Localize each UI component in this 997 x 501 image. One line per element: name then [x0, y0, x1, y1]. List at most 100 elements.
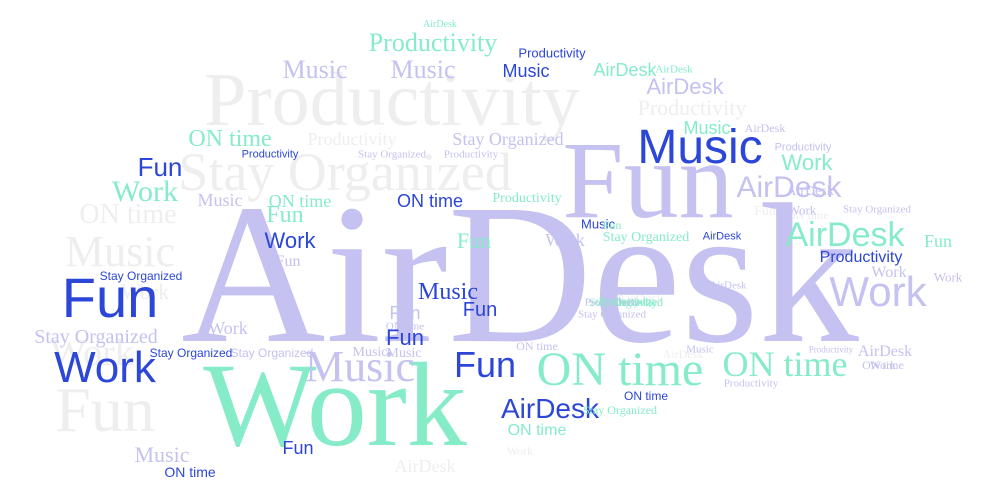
cloud-word: AirDesk — [394, 456, 456, 476]
cloud-word: ON time — [188, 126, 272, 152]
cloud-word: ON time — [268, 191, 332, 211]
cloud-word: Music — [390, 55, 456, 84]
cloud-word: AirDesk — [744, 121, 786, 135]
cloud-word: Work — [50, 332, 134, 374]
cloud-word: Fun — [389, 303, 421, 323]
cloud-word: AirDesk — [181, 164, 859, 385]
cloud-word: Productivity — [204, 58, 580, 142]
cloud-word: AirDesk — [593, 60, 657, 80]
cloud-word: ON time — [164, 464, 216, 480]
cloud-word: ON time — [862, 358, 904, 372]
cloud-word: ON time — [79, 199, 177, 230]
cloud-word: Work — [871, 264, 907, 281]
cloud-word: AirDesk — [702, 230, 742, 243]
cloud-word: Work — [829, 268, 927, 315]
cloud-word: Music — [637, 121, 763, 174]
cloud-word: Work — [120, 279, 170, 304]
cloud-word: Work — [781, 150, 833, 175]
cloud-word: Stay Organized — [452, 129, 564, 149]
cloud-word: Music — [352, 345, 388, 360]
cloud-word: Music — [65, 227, 175, 276]
cloud-word: Stay Organized — [602, 230, 690, 245]
cloud-word: ON time — [787, 208, 829, 222]
cloud-word: Work — [933, 269, 963, 285]
cloud-word: Fun — [754, 204, 776, 219]
cloud-word: Productivity — [599, 295, 655, 308]
cloud-word: AirDesk — [646, 74, 724, 99]
cloud-word: AirDesk — [423, 19, 457, 30]
cloud-word: Work — [208, 318, 248, 338]
cloud-word: ON time — [396, 191, 464, 211]
cloud-word: Fun — [266, 202, 304, 228]
cloud-word: Music — [197, 190, 243, 210]
cloud-word: Music — [418, 279, 478, 305]
cloud-word: ON time — [536, 343, 704, 396]
cloud-word: AirDesk — [655, 63, 693, 76]
cloud-word: Music — [386, 346, 422, 361]
cloud-word: Productivity — [307, 129, 397, 149]
cloud-word: Work — [54, 343, 156, 392]
cloud-word: Work — [869, 358, 897, 372]
cloud-word: ON time — [623, 389, 669, 403]
cloud-word: Productivity — [774, 141, 832, 154]
cloud-word: Stay Organized — [843, 203, 911, 216]
cloud-word: Productivity — [723, 377, 779, 390]
cloud-word: Fun — [453, 344, 517, 385]
cloud-word: Fun — [456, 228, 492, 253]
cloud-word: AirDesk — [662, 347, 704, 361]
cloud-word: Productivity — [584, 296, 640, 309]
cloud-word: Work — [203, 338, 467, 471]
cloud-word: Music — [502, 61, 550, 81]
cloud-word: Music — [134, 442, 190, 467]
cloud-word: ON time — [722, 344, 848, 384]
cloud-word: AirDesk — [785, 216, 905, 254]
cloud-word: Stay Organized — [230, 346, 314, 360]
cloud-word: Fun — [282, 438, 314, 458]
cloud-word: Work — [506, 444, 534, 458]
cloud-word: AirDesk — [857, 343, 913, 360]
cloud-word: Stay Organized — [578, 308, 646, 321]
cloud-word: Productivity — [518, 45, 586, 61]
cloud-word: Productivity — [492, 191, 562, 206]
cloud-word: Productivity — [808, 344, 854, 355]
cloud-word: Fun — [137, 152, 183, 182]
cloud-word: ON time — [516, 339, 558, 353]
cloud-word: AirDesk — [736, 171, 842, 204]
cloud-word: Work — [787, 202, 817, 218]
cloud-word: Work — [264, 228, 316, 253]
cloud-word: Stay Organized — [149, 346, 233, 360]
cloud-word: ON time — [507, 422, 567, 439]
cloud-word: Work — [112, 175, 178, 208]
cloud-word: AirDesk — [709, 279, 747, 292]
cloud-word: Productivity — [443, 148, 499, 161]
cloud-word: Stay Organized — [582, 403, 658, 417]
cloud-word: Productivity — [241, 148, 299, 161]
cloud-word: Music — [581, 216, 615, 232]
cloud-word: Productivity — [819, 249, 903, 266]
cloud-word: Fun — [275, 253, 301, 270]
cloud-word: Stay Organized — [588, 295, 664, 309]
cloud-word: Productivity — [637, 95, 747, 120]
cloud-word: Stay Organized — [358, 148, 426, 161]
cloud-word: Music — [686, 343, 714, 356]
cloud-word: Music — [305, 342, 415, 391]
cloud-word: Fun — [55, 374, 155, 445]
cloud-word: Music — [282, 55, 348, 84]
cloud-word: ON time — [385, 320, 425, 333]
cloud-word: AirDesk — [616, 292, 664, 307]
cloud-word: AirDesk — [786, 184, 834, 199]
cloud-word: Fun — [462, 299, 498, 321]
cloud-word: Stay Organized — [178, 142, 512, 202]
cloud-word: Fun — [923, 231, 953, 251]
cloud-word: Fun — [562, 119, 734, 241]
cloud-word: Work — [545, 230, 585, 250]
cloud-word: Music — [683, 118, 731, 138]
cloud-word: Productivity — [368, 28, 498, 57]
cloud-word: Fun — [602, 218, 622, 232]
cloud-word: Stay Organized — [34, 326, 158, 348]
cloud-word: Fun — [386, 325, 424, 350]
cloud-word: Productivity — [598, 295, 658, 309]
cloud-word: AirDesk — [500, 393, 600, 424]
cloud-word: Fun — [61, 266, 159, 329]
